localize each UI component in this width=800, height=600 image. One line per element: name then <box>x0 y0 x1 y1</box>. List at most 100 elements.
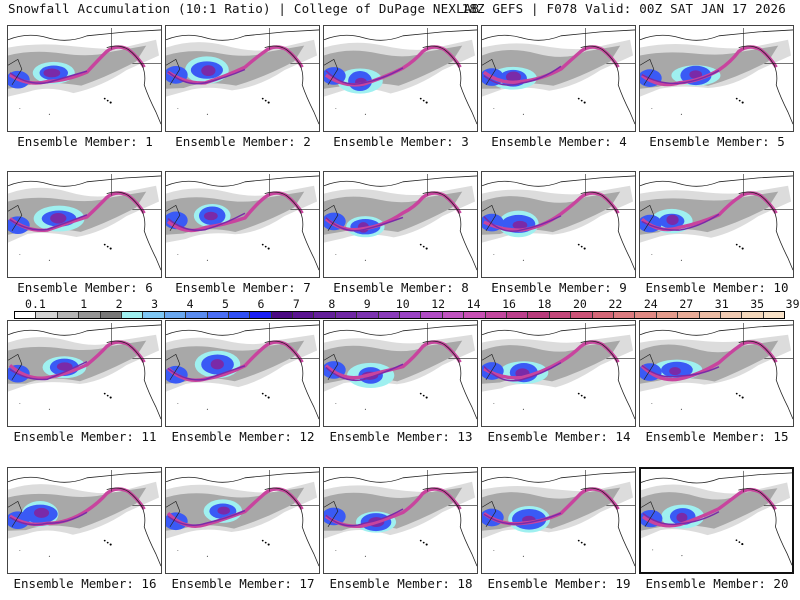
coastline <box>580 340 635 420</box>
ensemble-map-panel <box>165 467 320 574</box>
colorbar-swatch <box>357 312 379 318</box>
colorbar-tick-label: 3 <box>151 297 159 311</box>
colorbar-swatch <box>57 312 80 318</box>
ensemble-map-panel <box>323 467 478 574</box>
hawaii-island <box>735 243 738 246</box>
ensemble-member-label: Ensemble Member: 1 <box>17 134 153 149</box>
coastline <box>640 324 793 336</box>
coastline <box>738 45 793 125</box>
border-line <box>111 322 161 359</box>
ensemble-member-label: Ensemble Member: 11 <box>13 429 157 444</box>
border-line <box>269 322 319 359</box>
coastline <box>482 324 635 336</box>
coastline <box>580 487 635 567</box>
snow-purple-core <box>217 506 231 515</box>
border-line <box>111 173 161 210</box>
colorbar-tick-label: 0.1 <box>25 297 46 311</box>
hawaii-island <box>577 97 580 100</box>
border-line <box>743 173 793 210</box>
colorbar-tick-label: 22 <box>608 297 623 311</box>
coastline <box>264 340 319 420</box>
ensemble-member-label: Ensemble Member: 19 <box>487 576 631 591</box>
colorbar-swatch <box>549 312 572 318</box>
ensemble-map-panel <box>639 171 794 278</box>
colorbar-swatch <box>442 312 465 318</box>
hawaii-island <box>577 392 580 395</box>
coastline <box>264 487 319 567</box>
colorbar-swatch <box>678 312 700 318</box>
hawaii-island <box>103 392 106 395</box>
colorbar-swatch <box>314 312 336 318</box>
coastline <box>482 471 635 483</box>
colorbar-swatch <box>121 312 144 318</box>
border-line <box>427 322 477 359</box>
coastline <box>106 487 161 567</box>
colorbar-swatch <box>571 312 593 318</box>
hawaii-island <box>261 539 264 542</box>
hawaii-island <box>261 243 264 246</box>
ensemble-member-label: Ensemble Member: 13 <box>329 429 473 444</box>
snow-purple-core <box>689 70 703 79</box>
colorbar-swatch <box>464 312 486 318</box>
ensemble-member-label: Ensemble Member: 8 <box>333 280 469 295</box>
colorbar-tick-label: 18 <box>537 297 552 311</box>
colorbar-swatch <box>207 312 229 318</box>
ensemble-member-label: Ensemble Member: 3 <box>333 134 469 149</box>
border-line <box>427 469 477 506</box>
coastline <box>8 471 161 483</box>
hawaii-island <box>577 243 580 246</box>
ensemble-member-label: Ensemble Member: 12 <box>171 429 315 444</box>
colorbar-swatch <box>699 312 721 318</box>
colorbar-swatch <box>742 312 764 318</box>
coastline <box>8 324 161 336</box>
colorbar-swatch <box>100 312 122 318</box>
colorbar-tick-label: 8 <box>328 297 336 311</box>
ensemble-member-label: Ensemble Member: 15 <box>645 429 789 444</box>
ensemble-map-panel <box>165 25 320 132</box>
colorbar-tick-label: 12 <box>431 297 446 311</box>
map-title: Snowfall Accumulation (10:1 Ratio) | Col… <box>8 1 480 16</box>
colorbar-tick-label: 16 <box>502 297 516 311</box>
coastline <box>640 175 793 187</box>
coastline <box>422 487 477 567</box>
coastline <box>324 324 477 336</box>
coastline <box>482 29 635 41</box>
snow-purple-core <box>210 359 224 370</box>
coastline <box>324 29 477 41</box>
hawaii-island <box>735 97 738 100</box>
colorbar-tick-label: 1 <box>80 297 88 311</box>
border-line <box>427 173 477 210</box>
coastline <box>264 191 319 271</box>
coastline <box>738 340 793 420</box>
coastline <box>422 45 477 125</box>
coastline <box>8 29 161 41</box>
hawaii-island <box>103 539 106 542</box>
hawaii-island <box>261 392 264 395</box>
ensemble-member-label: Ensemble Member: 7 <box>175 280 311 295</box>
snow-purple-core <box>512 220 528 230</box>
ensemble-map-panel <box>639 25 794 132</box>
ensemble-member-label: Ensemble Member: 5 <box>649 134 785 149</box>
ensemble-member-label: Ensemble Member: 9 <box>491 280 627 295</box>
coastline <box>580 191 635 271</box>
coastline <box>166 29 319 41</box>
coastline <box>8 175 161 187</box>
colorbar-swatch <box>421 312 443 318</box>
coastline <box>580 45 635 125</box>
border-line <box>585 469 635 506</box>
colorbar-swatch <box>613 312 636 318</box>
valid-time: 18Z GEFS | F078 Valid: 00Z SAT JAN 17 20… <box>461 1 786 16</box>
snow-purple-core <box>50 212 67 224</box>
border-line <box>743 322 793 359</box>
hawaii-island <box>735 392 738 395</box>
snow-purple-core <box>676 512 688 523</box>
colorbar-tick-label: 2 <box>115 297 123 311</box>
colorbar-swatch <box>656 312 679 318</box>
coastline <box>738 488 792 566</box>
coastline <box>264 45 319 125</box>
coastline <box>166 175 319 187</box>
hawaii-island <box>103 97 106 100</box>
coastline <box>422 340 477 420</box>
border-line <box>427 27 477 64</box>
border-line <box>743 27 793 64</box>
